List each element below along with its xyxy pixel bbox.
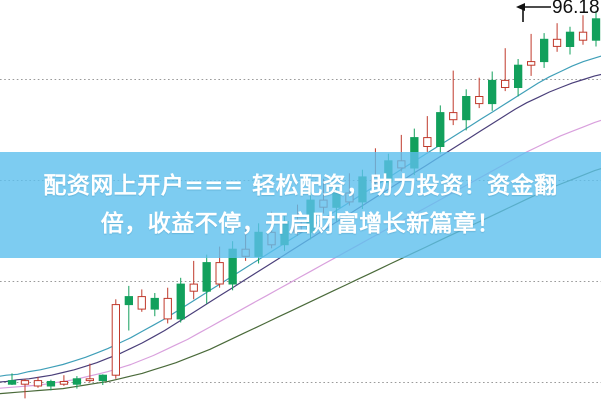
candle-body: [578, 31, 588, 41]
annotation-arrowhead: [516, 3, 525, 11]
candle-body: [436, 112, 445, 147]
candle-body: [462, 96, 471, 121]
candle-body: [7, 380, 17, 385]
candle: [449, 70, 458, 126]
candle-body: [475, 96, 484, 105]
candle-body: [98, 374, 107, 382]
candle: [7, 373, 17, 385]
candle: [98, 374, 107, 385]
candle: [72, 376, 82, 389]
candle-body: [565, 31, 575, 48]
candle: [578, 15, 588, 45]
candle-body: [591, 18, 601, 41]
candle: [189, 260, 198, 300]
candle-body: [540, 38, 549, 63]
candle: [475, 77, 484, 109]
candle-body: [150, 297, 159, 310]
candle: [124, 285, 133, 331]
annotation-leader-line: [522, 6, 551, 22]
candle-body: [46, 381, 56, 387]
candle-body: [20, 380, 30, 385]
promo-banner[interactable]: 配资网上开户=== 轻松配资，助力投资！资金翻 倍，收益不停，开启财富增长新篇章…: [0, 152, 601, 258]
candle-body: [215, 262, 224, 285]
candle: [137, 289, 146, 312]
candle-body: [111, 304, 120, 376]
candle-body: [33, 380, 43, 387]
candle: [488, 71, 497, 111]
candle-body: [488, 79, 497, 105]
promo-text-line-2: 倍，收益不停，开启财富增长新篇章！: [100, 211, 501, 237]
candle-body: [189, 283, 198, 292]
candle-body: [501, 79, 510, 89]
candle-body: [514, 64, 523, 88]
candle: [46, 379, 56, 391]
candle: [501, 48, 510, 92]
candle-body: [72, 378, 82, 385]
candle-body: [449, 112, 458, 121]
candle: [59, 375, 69, 386]
promo-text-line-1: 配资网上开户=== 轻松配资，助力投资！资金翻: [43, 173, 558, 199]
candle-body: [59, 381, 69, 385]
candle: [591, 10, 601, 47]
candle: [20, 378, 30, 399]
candle: [462, 89, 471, 131]
candle: [111, 299, 120, 379]
candle-body: [423, 137, 432, 148]
candle-body: [137, 296, 146, 310]
candle-body: [124, 296, 133, 306]
candle: [85, 363, 94, 383]
candle: [202, 254, 211, 304]
candle-body: [85, 378, 94, 382]
candle-body: [163, 297, 172, 320]
candle: [514, 59, 523, 97]
candle: [565, 26, 575, 55]
candle-body: [176, 283, 185, 320]
candle: [527, 33, 536, 76]
candle-body: [202, 262, 211, 292]
candle: [33, 377, 43, 388]
candle: [150, 293, 159, 317]
candle: [436, 105, 445, 154]
candle: [552, 23, 562, 52]
price-annotation-label: 96.18: [552, 0, 600, 18]
candle-body: [552, 38, 562, 47]
candle-body: [527, 61, 536, 66]
candle: [176, 277, 185, 323]
candle: [163, 287, 172, 324]
price-annotation-arrow: [516, 3, 551, 22]
candle: [540, 33, 549, 68]
candle: [423, 116, 432, 152]
